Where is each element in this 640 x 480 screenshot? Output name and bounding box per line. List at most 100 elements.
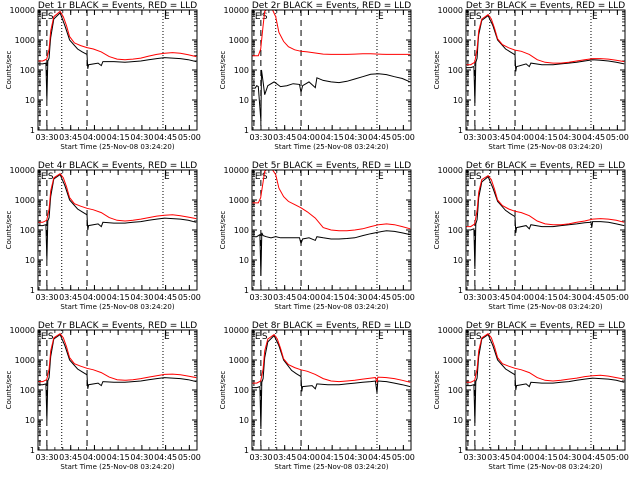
x-tick-label: 04:15 xyxy=(535,293,558,302)
y-tick-label: 100 xyxy=(234,226,249,235)
plot-frame xyxy=(37,169,198,291)
x-axis-label: Start Time (25-Nov-08 03:24:20) xyxy=(60,303,174,311)
time-marker-label: E xyxy=(41,332,47,342)
y-tick-label: 10 xyxy=(239,416,249,425)
y-tick-label: 100 xyxy=(234,386,249,395)
plot-frame xyxy=(251,9,412,131)
y-tick-label: 100 xyxy=(20,386,35,395)
x-tick-label: 03:30 xyxy=(35,293,58,302)
y-axis-label: Counts/sec xyxy=(5,371,13,410)
y-axis-label: Counts/sec xyxy=(433,371,441,410)
time-marker-label: E xyxy=(469,332,475,342)
chart-title: Det 7r BLACK = Events, RED = LLD xyxy=(38,321,197,331)
time-marker-label: S xyxy=(476,332,482,342)
x-tick-label: 04:30 xyxy=(130,453,153,462)
time-marker-label: E xyxy=(255,332,261,342)
x-tick-label: 04:00 xyxy=(297,133,320,142)
series-line-events xyxy=(252,230,411,276)
y-tick-label: 10 xyxy=(453,96,463,105)
x-tick-label: 03:45 xyxy=(273,293,296,302)
time-marker-label: E xyxy=(41,12,47,22)
y-tick-label: 10000 xyxy=(224,166,249,175)
plot-frame xyxy=(251,169,412,291)
time-marker-label: E xyxy=(378,172,384,182)
y-tick-label: 1000 xyxy=(443,196,463,205)
x-tick-label: 03:45 xyxy=(273,453,296,462)
time-marker-label: E xyxy=(164,332,170,342)
series-line-lld xyxy=(252,10,411,57)
x-tick-label: 04:00 xyxy=(83,133,106,142)
y-axis-label: Counts/sec xyxy=(433,51,441,90)
time-marker-label: E xyxy=(378,12,384,22)
x-tick-label: 03:30 xyxy=(463,453,486,462)
y-tick-label: 100 xyxy=(448,386,463,395)
chart-panel-9: Det 9r BLACK = Events, RED = LLD 1 10 100 10… xyxy=(433,321,629,471)
y-axis-label: Counts/sec xyxy=(219,371,227,410)
x-tick-label: 04:45 xyxy=(582,133,605,142)
x-tick-label: 03:30 xyxy=(249,133,272,142)
time-marker-label: E xyxy=(592,332,598,342)
time-marker-label: S xyxy=(48,332,54,342)
y-tick-label: 1000 xyxy=(443,356,463,365)
x-tick-label: 04:00 xyxy=(297,453,320,462)
y-tick-label: 10000 xyxy=(438,6,463,15)
time-marker-label: E xyxy=(592,172,598,182)
y-tick-label: 1 xyxy=(30,446,35,455)
chart-panel-2: Det 2r BLACK = Events, RED = LLD 1 10 100 10… xyxy=(219,1,415,151)
x-axis-label: Start Time (25-Nov-08 03:24:20) xyxy=(488,303,602,311)
y-tick-label: 1 xyxy=(30,286,35,295)
chart-panel-5: Det 5r BLACK = Events, RED = LLD 1 10 100 10… xyxy=(219,161,415,311)
plot-frame xyxy=(465,329,626,451)
chart-title: Det 6r BLACK = Events, RED = LLD xyxy=(466,161,625,171)
y-tick-label: 10 xyxy=(239,256,249,265)
y-tick-label: 10000 xyxy=(438,166,463,175)
series-line-events xyxy=(466,14,625,103)
chart-panel-4: Det 4r BLACK = Events, RED = LLD 1 10 100 10… xyxy=(5,161,201,311)
x-tick-label: 04:15 xyxy=(535,133,558,142)
series-line-lld xyxy=(252,170,411,232)
x-tick-label: 04:45 xyxy=(582,293,605,302)
x-tick-label: 04:30 xyxy=(344,293,367,302)
x-tick-label: 04:45 xyxy=(368,133,391,142)
series-line-events xyxy=(38,12,197,101)
x-tick-label: 05:00 xyxy=(392,133,415,142)
time-marker-label: E xyxy=(592,12,598,22)
time-marker-label: E xyxy=(255,172,261,182)
chart-title: Det 9r BLACK = Events, RED = LLD xyxy=(466,321,625,331)
chart-title: Det 2r BLACK = Events, RED = LLD xyxy=(252,1,411,11)
x-tick-label: 03:45 xyxy=(487,133,510,142)
x-axis-label: Start Time (25-Nov-08 03:24:20) xyxy=(274,143,388,151)
series-line-lld xyxy=(252,333,411,384)
plot-frame xyxy=(37,9,198,131)
plot-frame xyxy=(465,9,626,131)
time-marker-label: E xyxy=(164,172,170,182)
x-tick-label: 04:00 xyxy=(511,453,534,462)
y-tick-label: 1 xyxy=(458,126,463,135)
time-marker-label: S xyxy=(262,172,268,182)
x-tick-label: 04:15 xyxy=(107,133,130,142)
y-tick-label: 1000 xyxy=(15,36,35,45)
y-tick-label: 10 xyxy=(239,96,249,105)
x-tick-label: 04:30 xyxy=(558,133,581,142)
y-tick-label: 1 xyxy=(458,446,463,455)
x-tick-label: 04:30 xyxy=(130,133,153,142)
y-tick-label: 10000 xyxy=(10,326,35,335)
chart-panel-1: Det 1r BLACK = Events, RED = LLD 1 10 100 10… xyxy=(5,1,201,151)
y-tick-label: 100 xyxy=(234,66,249,75)
time-marker-label: E xyxy=(469,172,475,182)
chart-title: Det 3r BLACK = Events, RED = LLD xyxy=(466,1,625,11)
series-line-events xyxy=(38,173,197,261)
y-tick-label: 1 xyxy=(244,286,249,295)
y-tick-label: 1000 xyxy=(15,196,35,205)
series-line-events xyxy=(466,175,625,270)
x-tick-label: 05:00 xyxy=(178,453,201,462)
x-axis-label: Start Time (25-Nov-08 03:24:20) xyxy=(488,143,602,151)
chart-title: Det 1r BLACK = Events, RED = LLD xyxy=(38,1,197,11)
x-tick-label: 04:45 xyxy=(368,293,391,302)
chart-title: Det 8r BLACK = Events, RED = LLD xyxy=(252,321,411,331)
x-tick-label: 04:30 xyxy=(344,133,367,142)
y-tick-label: 10 xyxy=(453,256,463,265)
x-tick-label: 03:45 xyxy=(273,133,296,142)
x-tick-label: 03:30 xyxy=(249,453,272,462)
x-axis-label: Start Time (25-Nov-08 03:24:20) xyxy=(488,463,602,471)
